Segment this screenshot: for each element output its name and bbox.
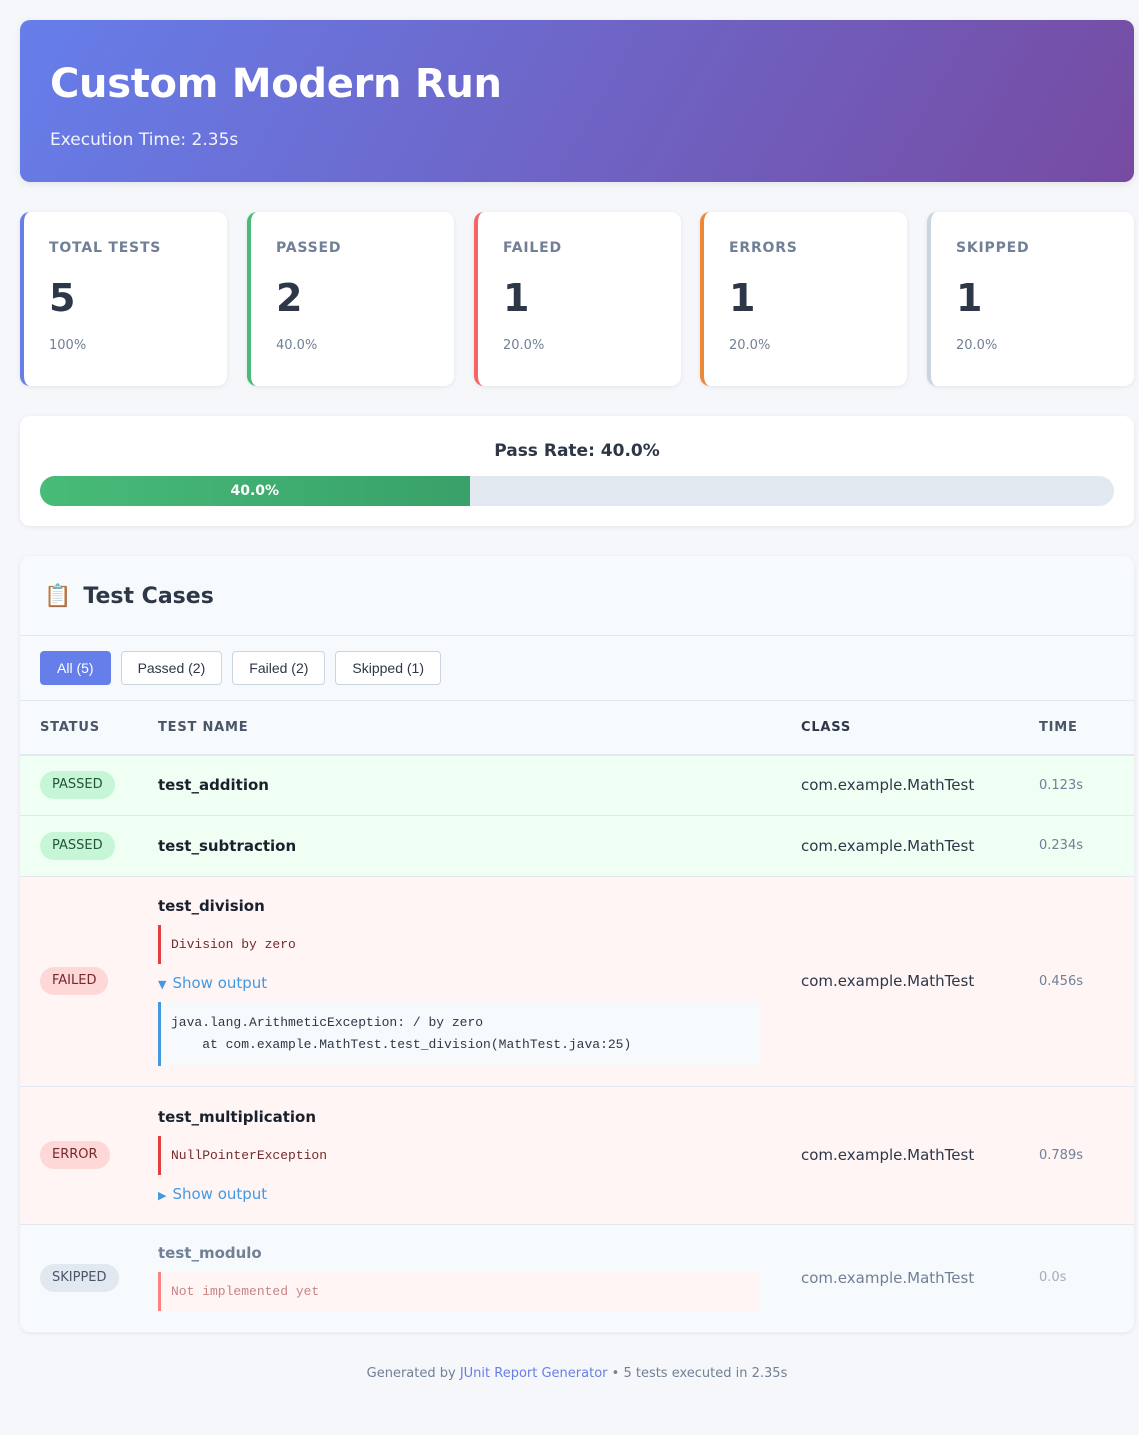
triangle-right-icon: ▶ bbox=[158, 1188, 167, 1202]
test-time: 0.123s bbox=[1039, 777, 1083, 793]
test-class: com.example.MathTest bbox=[801, 776, 975, 795]
triangle-down-icon: ▼ bbox=[158, 977, 167, 991]
stat-percent: 100% bbox=[49, 338, 87, 353]
error-message: NullPointerException bbox=[158, 1135, 760, 1175]
page-title: Custom Modern Run bbox=[50, 61, 502, 107]
show-output-toggle[interactable]: ▶ Show output bbox=[158, 1185, 801, 1203]
stat-value: 5 bbox=[49, 276, 76, 320]
stat-skipped: SKIPPED 1 20.0% bbox=[927, 212, 1134, 386]
test-time: 0.456s bbox=[1039, 973, 1083, 989]
filter-passed-button[interactable]: Passed (2) bbox=[120, 651, 223, 685]
status-badge: FAILED bbox=[40, 967, 109, 995]
footer-suffix: • 5 tests executed in 2.35s bbox=[611, 1366, 788, 1381]
stat-failed: FAILED 1 20.0% bbox=[474, 212, 681, 386]
test-name: test_division bbox=[158, 896, 265, 915]
skip-message: Not implemented yet bbox=[158, 1272, 760, 1312]
column-header-test-name[interactable]: TEST NAME bbox=[158, 720, 249, 735]
pass-rate-card: Pass Rate: 40.0% 40.0% bbox=[20, 416, 1134, 526]
status-badge: ERROR bbox=[40, 1141, 110, 1169]
pass-rate-bar: 40.0% bbox=[40, 476, 1114, 506]
filter-failed-button[interactable]: Failed (2) bbox=[232, 651, 326, 685]
table-row[interactable]: PASSED test_addition com.example.MathTes… bbox=[20, 755, 1134, 815]
test-cases-header: 📋 Test Cases bbox=[20, 556, 1134, 636]
test-name: test_addition bbox=[158, 776, 269, 795]
test-time: 0.789s bbox=[1039, 1147, 1083, 1163]
stat-percent: 20.0% bbox=[956, 338, 998, 353]
test-time: 0.0s bbox=[1039, 1270, 1067, 1286]
failure-message: Division by zero bbox=[158, 924, 760, 964]
stat-label: PASSED bbox=[276, 240, 342, 256]
status-badge: SKIPPED bbox=[40, 1263, 119, 1292]
table-header-row: STATUS TEST NAME CLASS TIME bbox=[20, 701, 1134, 755]
column-header-class[interactable]: CLASS bbox=[801, 720, 852, 735]
status-badge: PASSED bbox=[40, 831, 115, 860]
pass-rate-title: Pass Rate: 40.0% bbox=[494, 441, 660, 461]
stat-value: 2 bbox=[276, 276, 303, 320]
stat-label: ERRORS bbox=[729, 240, 798, 256]
stat-percent: 20.0% bbox=[503, 338, 545, 353]
footer-prefix: Generated by bbox=[366, 1366, 456, 1381]
test-output: java.lang.ArithmeticException: / by zero… bbox=[158, 1001, 760, 1066]
stat-label: TOTAL TESTS bbox=[49, 240, 162, 256]
clipboard-icon: 📋 bbox=[44, 584, 72, 609]
test-class: com.example.MathTest bbox=[801, 836, 975, 855]
test-name: test_subtraction bbox=[158, 836, 297, 855]
stat-errors: ERRORS 1 20.0% bbox=[700, 212, 907, 386]
stat-percent: 20.0% bbox=[729, 338, 771, 353]
table-row[interactable]: ERROR test_multiplication NullPointerExc… bbox=[20, 1086, 1134, 1224]
execution-time: Execution Time: 2.35s bbox=[50, 130, 239, 150]
stat-value: 1 bbox=[956, 276, 983, 320]
stat-value: 1 bbox=[729, 276, 756, 320]
test-class: com.example.MathTest bbox=[801, 1146, 975, 1164]
stat-total: TOTAL TESTS 5 100% bbox=[20, 212, 227, 386]
test-class: com.example.MathTest bbox=[801, 1268, 975, 1287]
toggle-label: Show output bbox=[172, 1184, 268, 1203]
pass-rate-fill: 40.0% bbox=[40, 476, 470, 506]
test-cases-panel: 📋 Test Cases All (5) Passed (2) Failed (… bbox=[20, 556, 1134, 1332]
show-output-toggle[interactable]: ▼ Show output bbox=[158, 974, 801, 992]
generator-link[interactable]: JUnit Report Generator bbox=[459, 1366, 608, 1381]
table-row[interactable]: SKIPPED test_modulo Not implemented yet … bbox=[20, 1224, 1134, 1331]
test-time: 0.234s bbox=[1039, 838, 1083, 853]
stat-label: FAILED bbox=[503, 240, 562, 256]
filter-skipped-button[interactable]: Skipped (1) bbox=[335, 651, 441, 685]
page-footer: Generated by JUnit Report Generator • 5 … bbox=[0, 1366, 1139, 1381]
filter-bar: All (5) Passed (2) Failed (2) Skipped (1… bbox=[20, 636, 1134, 701]
section-title: Test Cases bbox=[83, 584, 214, 609]
summary-stats: TOTAL TESTS 5 100% PASSED 2 40.0% FAILED… bbox=[20, 212, 1134, 386]
column-header-time[interactable]: TIME bbox=[1039, 720, 1078, 735]
stat-passed: PASSED 2 40.0% bbox=[247, 212, 454, 386]
status-badge: PASSED bbox=[40, 771, 115, 800]
table-row[interactable]: PASSED test_subtraction com.example.Math… bbox=[20, 815, 1134, 876]
test-name: test_multiplication bbox=[158, 1107, 317, 1126]
test-cases-table: STATUS TEST NAME CLASS TIME PASSED test_… bbox=[20, 701, 1134, 1331]
filter-all-button[interactable]: All (5) bbox=[40, 651, 111, 685]
report-header: Custom Modern Run Execution Time: 2.35s bbox=[20, 20, 1134, 182]
column-header-status[interactable]: STATUS bbox=[40, 720, 100, 735]
test-name: test_modulo bbox=[158, 1244, 262, 1263]
table-row[interactable]: FAILED test_division Division by zero ▼ S… bbox=[20, 876, 1134, 1086]
test-class: com.example.MathTest bbox=[801, 972, 975, 990]
stat-value: 1 bbox=[503, 276, 530, 320]
stat-label: SKIPPED bbox=[956, 240, 1030, 256]
stat-percent: 40.0% bbox=[276, 338, 318, 353]
toggle-label: Show output bbox=[172, 973, 268, 992]
